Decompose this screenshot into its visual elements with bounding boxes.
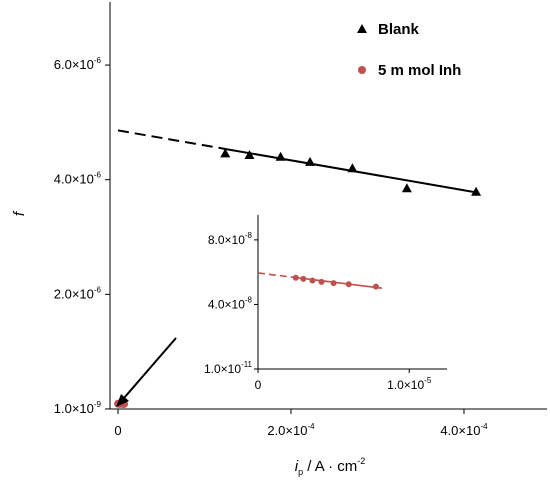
legend-marker-inhibitor: [358, 66, 366, 74]
inset-fit-extrapolation: [257, 272, 296, 279]
inset-y-tick-label: 8.0×10-8: [208, 231, 253, 247]
x-axis-label: ip / A · cm-2: [295, 456, 366, 477]
x-tick-label: 2.0×10-4: [267, 422, 315, 438]
blank-fit-extrapolation: [117, 129, 226, 150]
inset-point: [372, 283, 379, 290]
inset-fit-line: [295, 276, 383, 289]
inset-y-tick-label: 1.0×10-11: [204, 360, 253, 376]
inset-x-tick-label: 0: [255, 378, 262, 392]
legend-marker-blank: [357, 24, 367, 33]
blank-point: [347, 163, 358, 173]
x-tick-label: 4.0×10-4: [440, 422, 488, 438]
inset-point: [345, 281, 352, 288]
inset-point: [330, 280, 337, 287]
legend-label-inhibitor: 5 m mol Inh: [378, 62, 461, 79]
blank-point: [220, 148, 231, 158]
inset-x-tick-label: 1.0×10-5: [387, 376, 432, 392]
inset-point: [300, 275, 307, 282]
inset-point: [309, 277, 316, 284]
y-tick-label: 6.0×10-6: [54, 56, 102, 72]
inset-y-tick-label: 4.0×10-8: [208, 295, 253, 311]
y-axis-label: f: [11, 210, 28, 216]
pointer-arrow-line: [123, 337, 177, 399]
x-tick-label: 0: [114, 423, 121, 438]
blank-point: [244, 150, 255, 160]
y-tick-label: 4.0×10-6: [54, 171, 102, 187]
blank-point: [275, 151, 286, 161]
pointer-arrow-head: [116, 394, 129, 407]
inset-point: [292, 274, 299, 281]
blank-point: [471, 186, 482, 196]
y-tick-label: 2.0×10-6: [54, 285, 102, 301]
inset-point: [318, 278, 325, 285]
blank-point: [401, 183, 412, 193]
legend-label-blank: Blank: [378, 21, 420, 38]
y-tick-label: 1.0×10-9: [54, 400, 102, 416]
blank-point: [305, 156, 316, 166]
